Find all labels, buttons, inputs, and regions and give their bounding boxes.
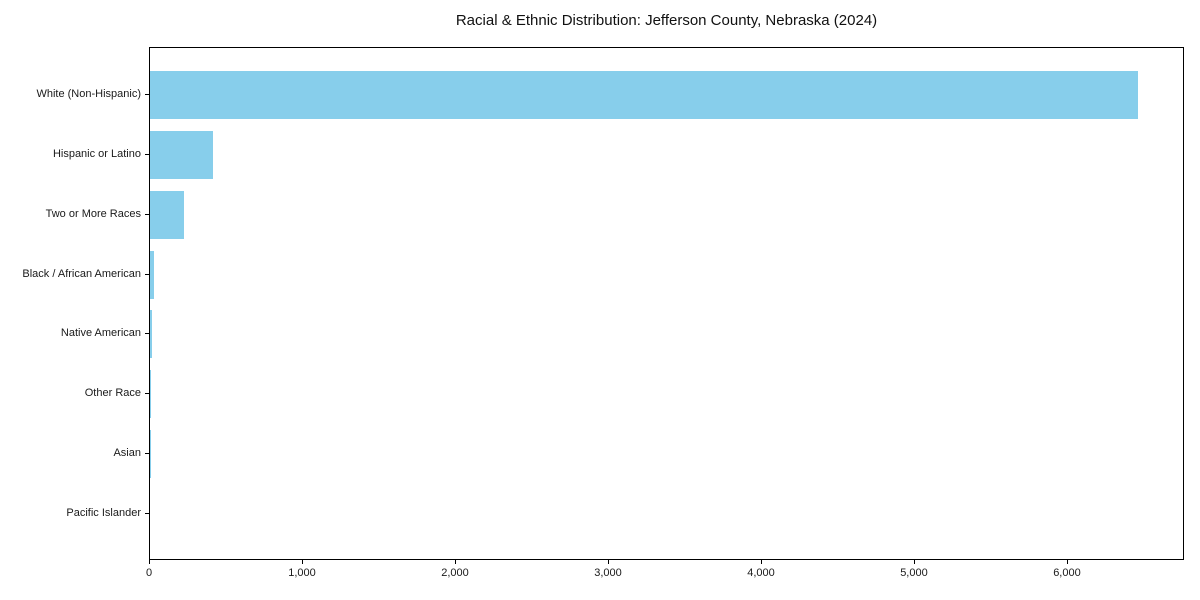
x-tick-label-0: 0 [145,567,153,579]
y-tick-label-hispanic-or-latino: Hispanic or Latino [52,148,141,161]
y-tick-label-black-african-american: Black / African American [22,267,141,280]
y-tick-mark [145,333,149,335]
bar-black-african-american [150,250,154,299]
plot-area [149,47,1184,560]
x-tick-mark [607,560,609,564]
y-tick-label-asian: Asian [113,446,141,459]
bar-hispanic-or-latino [150,131,214,179]
y-tick-label-white-non-hispanic: White (Non-Hispanic) [36,88,141,101]
x-tick-mark [149,560,150,564]
y-tick-label-other-race: Other Race [84,387,141,400]
x-tick-mark [760,560,762,564]
x-tick-label-2-000: 2,000 [441,567,469,579]
x-tick-mark [913,560,915,564]
y-tick-mark [145,452,149,454]
x-tick-mark [1066,560,1068,564]
bar-other-race [150,370,151,419]
y-tick-label-pacific-islander: Pacific Islander [66,506,141,519]
y-tick-mark [145,94,149,96]
bar-native-american [150,310,153,359]
x-tick-label-6-000: 6,000 [1053,567,1081,579]
chart-title: Racial & Ethnic Distribution: Jefferson … [455,12,878,29]
y-tick-mark [145,393,149,395]
y-tick-label-native-american: Native American [60,327,141,340]
bar-asian [150,430,151,478]
x-tick-label-1-000: 1,000 [288,567,316,579]
y-tick-mark [145,154,149,156]
x-tick-mark [454,560,456,564]
y-tick-label-two-or-more-races: Two or More Races [45,207,141,220]
x-tick-mark [301,560,303,564]
y-tick-mark [145,512,149,514]
bar-white-non-hispanic [150,71,1139,120]
x-tick-label-5-000: 5,000 [900,567,928,579]
x-tick-label-3-000: 3,000 [594,567,622,579]
y-tick-mark [145,273,149,275]
y-tick-mark [145,213,149,215]
bar-two-or-more-races [150,190,184,239]
x-tick-label-4-000: 4,000 [747,567,775,579]
